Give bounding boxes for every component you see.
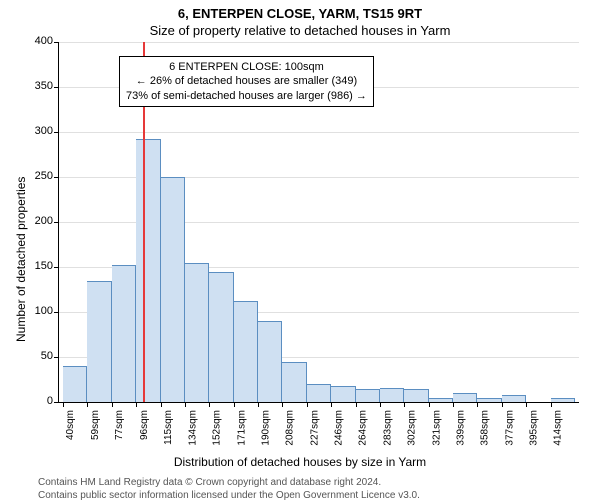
ytick-mark [54, 222, 59, 223]
footer-line-1: Contains HM Land Registry data © Crown c… [38, 477, 600, 490]
x-axis-label: Distribution of detached houses by size … [0, 455, 600, 469]
histogram-bar [380, 388, 404, 402]
xtick-label: 302sqm [407, 410, 418, 446]
ytick-mark [54, 42, 59, 43]
ytick-label: 250 [23, 170, 53, 182]
chart-title-main: 6, ENTERPEN CLOSE, YARM, TS15 9RT [0, 0, 600, 21]
ytick-mark [54, 267, 59, 268]
histogram-bar [234, 301, 258, 402]
ytick-mark [54, 177, 59, 178]
xtick-mark [526, 402, 527, 407]
xtick-mark [356, 402, 357, 407]
xtick-label: 171sqm [236, 410, 247, 446]
ytick-mark [54, 132, 59, 133]
histogram-bar [63, 366, 87, 402]
xtick-mark [161, 402, 162, 407]
xtick-mark [307, 402, 308, 407]
histogram-bar [282, 362, 306, 403]
histogram-bar [404, 389, 428, 403]
annotation-line: 73% of semi-detached houses are larger (… [126, 89, 367, 103]
histogram-bar [307, 384, 331, 402]
gridline [59, 132, 579, 133]
xtick-label: 115sqm [163, 410, 174, 445]
xtick-label: 377sqm [504, 410, 515, 446]
ytick-label: 50 [23, 350, 53, 362]
histogram-bar [112, 265, 136, 402]
xtick-label: 414sqm [553, 410, 564, 446]
gridline [59, 42, 579, 43]
histogram-bar [502, 395, 526, 402]
annotation-box: 6 ENTERPEN CLOSE: 100sqm← 26% of detache… [119, 56, 374, 107]
xtick-label: 246sqm [334, 410, 345, 446]
ytick-label: 200 [23, 215, 53, 227]
xtick-label: 190sqm [260, 410, 271, 446]
xtick-mark [477, 402, 478, 407]
xtick-label: 134sqm [187, 410, 198, 446]
xtick-mark [331, 402, 332, 407]
ytick-mark [54, 312, 59, 313]
xtick-label: 227sqm [309, 410, 320, 446]
attribution-footer: Contains HM Land Registry data © Crown c… [38, 477, 600, 502]
histogram-bar [209, 272, 233, 403]
xtick-mark [404, 402, 405, 407]
ytick-label: 350 [23, 80, 53, 92]
ytick-mark [54, 87, 59, 88]
annotation-line: 6 ENTERPEN CLOSE: 100sqm [126, 60, 367, 74]
xtick-label: 283sqm [382, 410, 393, 446]
histogram-bar [331, 386, 355, 402]
histogram-bar [136, 139, 160, 402]
histogram-bar [453, 393, 477, 402]
histogram-bar [161, 177, 185, 402]
xtick-mark [112, 402, 113, 407]
ytick-label: 0 [23, 395, 53, 407]
xtick-label: 96sqm [139, 410, 150, 440]
footer-line-2: Contains public sector information licen… [38, 490, 600, 502]
ytick-mark [54, 402, 59, 403]
histogram-bar [258, 321, 282, 402]
xtick-label: 395sqm [529, 410, 540, 446]
histogram-bar [551, 398, 575, 403]
xtick-mark [429, 402, 430, 407]
xtick-mark [453, 402, 454, 407]
xtick-mark [185, 402, 186, 407]
xtick-mark [282, 402, 283, 407]
xtick-label: 40sqm [65, 410, 76, 440]
xtick-label: 321sqm [431, 410, 442, 446]
histogram-bar [185, 263, 209, 403]
ytick-mark [54, 357, 59, 358]
xtick-mark [136, 402, 137, 407]
xtick-label: 77sqm [114, 410, 125, 440]
xtick-mark [258, 402, 259, 407]
xtick-mark [209, 402, 210, 407]
chart-title-sub: Size of property relative to detached ho… [0, 21, 600, 42]
xtick-mark [502, 402, 503, 407]
xtick-mark [234, 402, 235, 407]
xtick-mark [551, 402, 552, 407]
chart-plot-area: 05010015020025030035040040sqm59sqm77sqm9… [58, 42, 579, 403]
xtick-label: 59sqm [90, 410, 101, 440]
histogram-bar [87, 281, 111, 403]
ytick-label: 300 [23, 125, 53, 137]
xtick-label: 339sqm [456, 410, 467, 446]
histogram-bar [477, 398, 501, 402]
xtick-label: 208sqm [285, 410, 296, 446]
ytick-label: 400 [23, 35, 53, 47]
ytick-label: 100 [23, 305, 53, 317]
annotation-line: ← 26% of detached houses are smaller (34… [126, 74, 367, 88]
xtick-mark [87, 402, 88, 407]
xtick-mark [380, 402, 381, 407]
xtick-label: 358sqm [480, 410, 491, 446]
xtick-label: 152sqm [212, 410, 223, 446]
ytick-label: 150 [23, 260, 53, 272]
xtick-label: 264sqm [358, 410, 369, 446]
xtick-mark [63, 402, 64, 407]
histogram-bar [356, 389, 380, 403]
histogram-bar [429, 398, 453, 403]
